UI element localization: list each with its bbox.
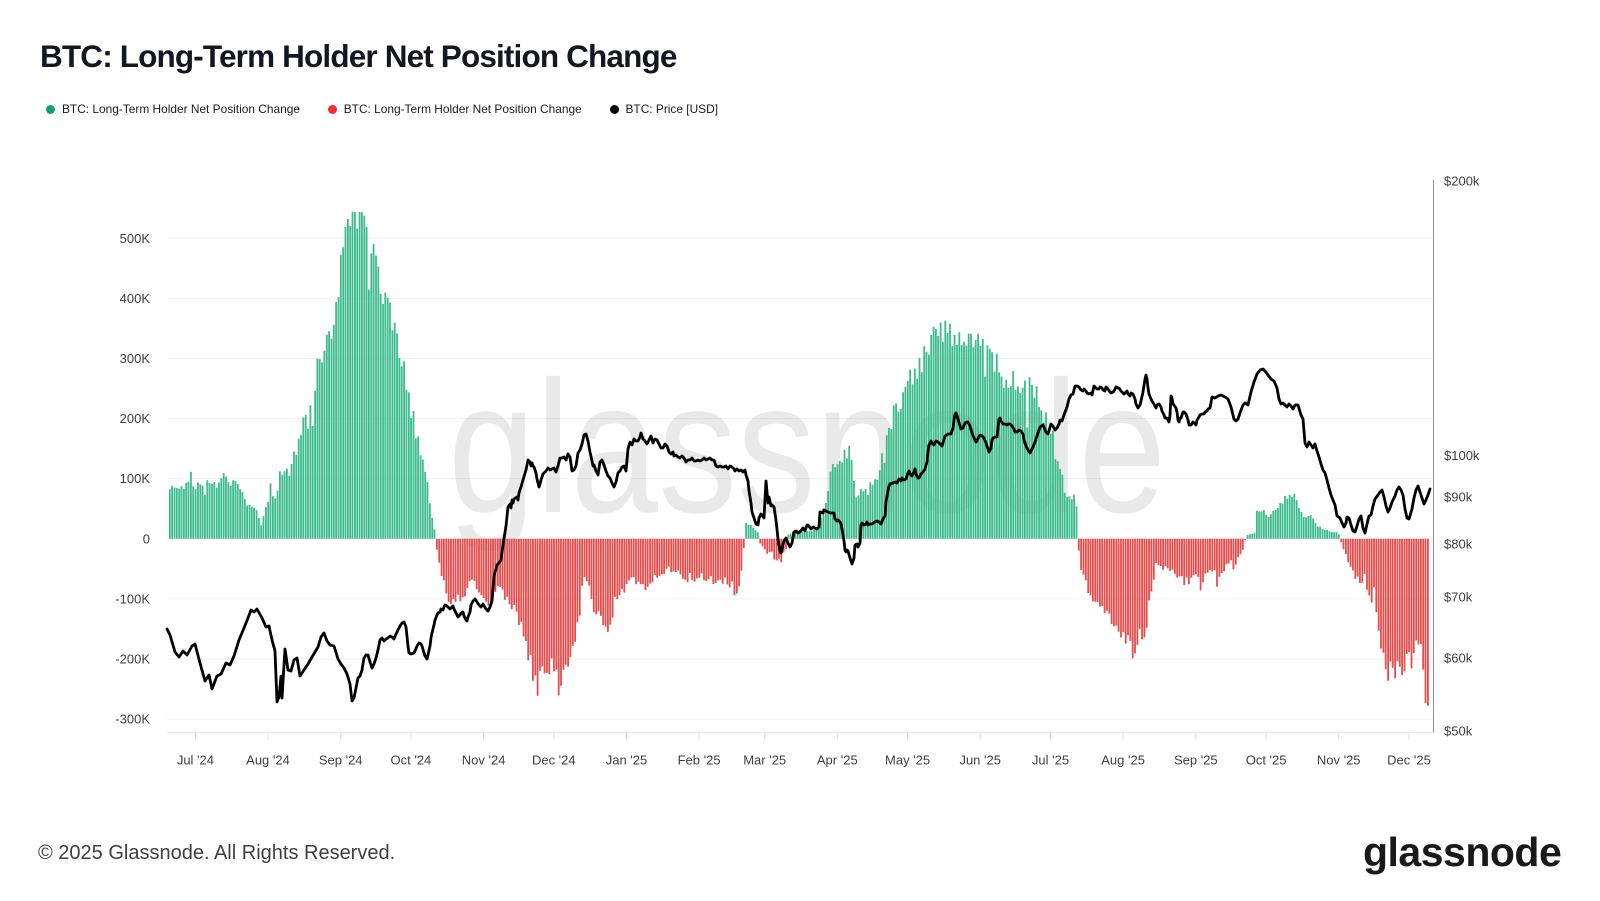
svg-text:May '25: May '25 xyxy=(885,753,930,768)
svg-text:Sep '25: Sep '25 xyxy=(1174,753,1218,768)
svg-text:0: 0 xyxy=(143,531,150,546)
svg-text:$100k: $100k xyxy=(1444,448,1480,463)
svg-text:$90k: $90k xyxy=(1444,490,1473,505)
svg-text:200K: 200K xyxy=(120,411,151,426)
svg-text:Nov '25: Nov '25 xyxy=(1317,753,1361,768)
svg-text:$70k: $70k xyxy=(1444,590,1473,605)
svg-text:Dec '25: Dec '25 xyxy=(1387,753,1431,768)
svg-text:-300K: -300K xyxy=(115,712,150,727)
svg-text:300K: 300K xyxy=(120,351,151,366)
svg-text:Jul '25: Jul '25 xyxy=(1032,753,1069,768)
svg-text:400K: 400K xyxy=(120,291,151,306)
svg-text:$80k: $80k xyxy=(1444,537,1473,552)
svg-text:Dec '24: Dec '24 xyxy=(532,753,576,768)
svg-text:Aug '24: Aug '24 xyxy=(246,753,290,768)
svg-text:-200K: -200K xyxy=(115,652,150,667)
svg-text:Jan '25: Jan '25 xyxy=(606,753,648,768)
svg-text:$60k: $60k xyxy=(1444,651,1473,666)
svg-text:Aug '25: Aug '25 xyxy=(1101,753,1145,768)
svg-text:500K: 500K xyxy=(120,231,151,246)
svg-text:$200k: $200k xyxy=(1444,174,1480,189)
svg-text:Apr '25: Apr '25 xyxy=(817,753,858,768)
svg-text:-100K: -100K xyxy=(115,591,150,606)
svg-text:$50k: $50k xyxy=(1444,724,1473,739)
svg-text:Oct '24: Oct '24 xyxy=(391,753,432,768)
svg-text:Jul '24: Jul '24 xyxy=(177,753,214,768)
svg-text:Jun '25: Jun '25 xyxy=(959,753,1001,768)
svg-text:Sep '24: Sep '24 xyxy=(319,753,363,768)
svg-text:Nov '24: Nov '24 xyxy=(462,753,506,768)
svg-text:Feb '25: Feb '25 xyxy=(678,753,721,768)
svg-text:100K: 100K xyxy=(120,471,151,486)
svg-text:Mar '25: Mar '25 xyxy=(743,753,786,768)
svg-text:Oct '25: Oct '25 xyxy=(1246,753,1287,768)
